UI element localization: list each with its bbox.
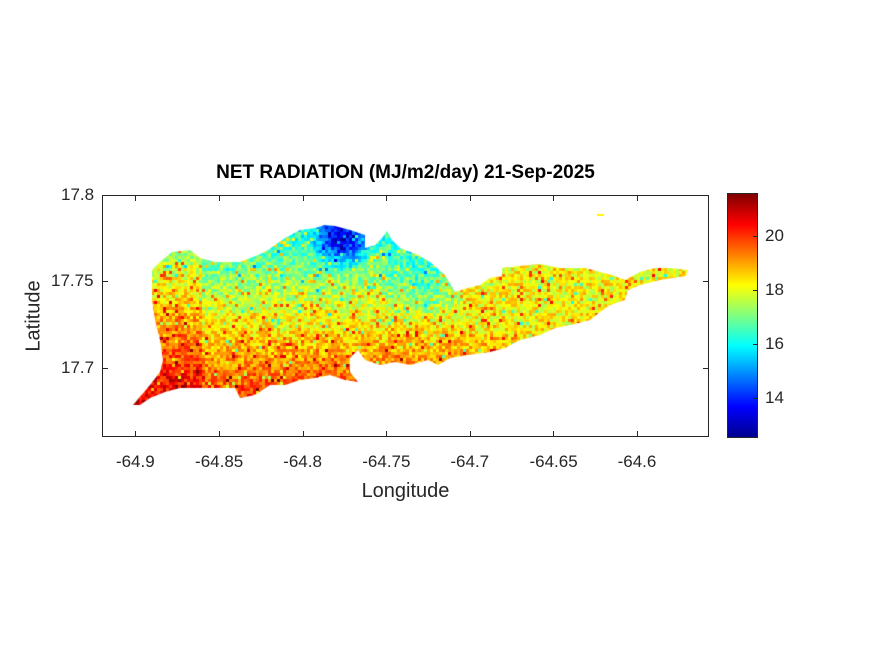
x-tick-mark bbox=[386, 431, 388, 437]
x-tick-mark bbox=[302, 431, 304, 437]
x-tick-label: -64.6 bbox=[617, 452, 657, 471]
y-tick-mark bbox=[102, 281, 108, 283]
x-tick-mark bbox=[637, 431, 639, 437]
x-tick-mark bbox=[135, 431, 137, 437]
x-tick-mark bbox=[553, 195, 555, 201]
colorbar-tick-label: 14 bbox=[765, 387, 784, 407]
x-tick-label: -64.9 bbox=[115, 452, 155, 471]
x-axis-label: Longitude bbox=[361, 480, 450, 502]
colorbar-tick-label: 18 bbox=[765, 279, 784, 299]
y-tick-label: 17.7 bbox=[61, 357, 95, 377]
colorbar-tick-mark bbox=[753, 397, 758, 399]
y-tick-mark bbox=[102, 367, 108, 369]
colorbar-tick-mark bbox=[753, 343, 758, 345]
x-tick-mark bbox=[469, 431, 471, 437]
colorbar bbox=[727, 193, 758, 438]
x-tick-mark bbox=[553, 431, 555, 437]
x-tick-mark bbox=[135, 195, 137, 201]
x-tick-mark bbox=[386, 195, 388, 201]
x-tick-label: -64.85 bbox=[195, 452, 244, 471]
y-axis-label: Latitude bbox=[22, 280, 45, 352]
x-tick-label: -64.8 bbox=[283, 452, 322, 471]
colorbar-tick-mark bbox=[753, 236, 758, 238]
x-tick-label: -64.65 bbox=[529, 452, 578, 471]
colorbar-tick-label: 16 bbox=[765, 333, 784, 353]
y-tick-label: 17.8 bbox=[61, 185, 95, 204]
x-tick-label: -64.7 bbox=[450, 452, 490, 471]
x-tick-mark bbox=[219, 195, 221, 201]
x-tick-mark bbox=[469, 195, 471, 201]
y-tick-mark bbox=[703, 281, 709, 283]
x-tick-mark bbox=[637, 195, 639, 201]
x-tick-label: -64.75 bbox=[362, 452, 411, 471]
y-tick-mark bbox=[703, 195, 709, 196]
y-tick-mark bbox=[102, 195, 108, 196]
x-tick-mark bbox=[302, 195, 304, 201]
chart-title: NET RADIATION (MJ/m2/day) 21-Sep-2025 bbox=[216, 162, 595, 183]
colorbar-tick-mark bbox=[753, 289, 758, 291]
x-tick-mark bbox=[219, 431, 221, 437]
y-tick-label: 17.75 bbox=[51, 271, 94, 291]
colorbar-tick-label: 20 bbox=[765, 226, 784, 246]
y-tick-mark bbox=[703, 367, 709, 369]
